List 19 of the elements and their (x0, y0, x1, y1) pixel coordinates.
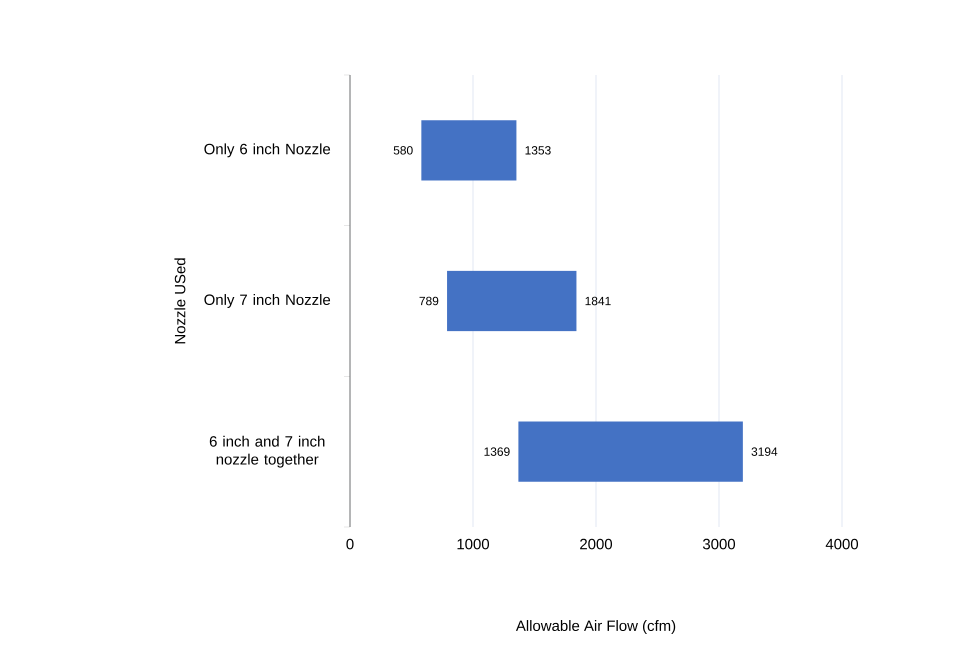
annotation: 1369 (484, 447, 510, 456)
x-tick-label: 1000 (458, 538, 490, 550)
data-label: 1841 (586, 296, 611, 306)
y-tick-label: Only 7 inch Nozzle (204, 294, 330, 308)
y-tick-label: 6 inch and 7 inch nozzle together (210, 436, 324, 468)
y-tick-label: Only 6 inch Nozzle (204, 143, 330, 158)
x-tick-label: 2000 (580, 538, 612, 550)
x-tick-label: 3000 (702, 538, 736, 550)
bar (421, 120, 516, 180)
x-tick-label: 0 (346, 538, 354, 550)
x-tick-label: 4000 (826, 538, 858, 550)
bar (447, 270, 576, 332)
annotation: 789 (420, 296, 438, 306)
x-axis-title: Allowable Air Flow (cfm) (516, 620, 676, 634)
bar (518, 422, 743, 482)
data-label: 3194 (752, 447, 778, 456)
y-axis-title: Nozzle USed (174, 258, 186, 344)
data-label: 1353 (526, 146, 551, 155)
annotation: 580 (394, 146, 413, 155)
